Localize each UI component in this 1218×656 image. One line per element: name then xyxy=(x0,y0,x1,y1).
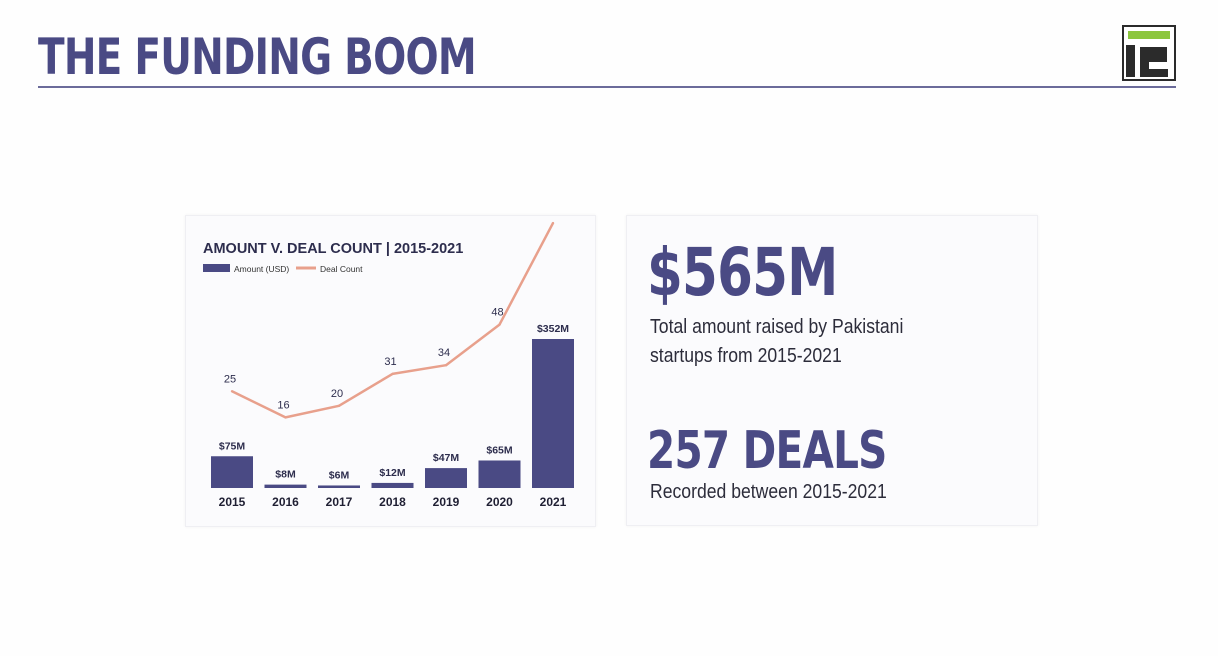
deal-count-point-2017 xyxy=(337,404,341,407)
deal-count-point-2019 xyxy=(444,364,448,367)
i2-logo xyxy=(1122,25,1176,81)
x-tick-2021: 2021 xyxy=(540,495,567,509)
deal-count-label-2021: 83 xyxy=(545,216,557,217)
x-tick-2019: 2019 xyxy=(433,495,460,509)
deal-count-description: Recorded between 2015-2021 xyxy=(650,481,887,503)
deal-count-label-2019: 34 xyxy=(438,347,450,359)
chart-card: AMOUNT V. DEAL COUNT | 2015-2021 Amount (… xyxy=(185,215,596,527)
bar-2020 xyxy=(478,460,521,488)
legend-label-amount: Amount (USD) xyxy=(234,264,289,274)
x-tick-2017: 2017 xyxy=(326,495,353,509)
deal-count-point-2020 xyxy=(498,323,501,326)
chart: AMOUNT V. DEAL COUNT | 2015-2021 Amount (… xyxy=(203,216,574,509)
bar-2016 xyxy=(264,484,307,488)
deal-count-value: 257 DEALS xyxy=(647,421,887,481)
bar-label-2016: $8M xyxy=(275,469,296,481)
total-amount-value: $565M xyxy=(647,234,838,311)
legend-swatch-amount xyxy=(203,264,230,272)
deal-count-label-2017: 20 xyxy=(331,388,343,400)
stats-card: $565M Total amount raised by Pakistani s… xyxy=(626,215,1038,526)
deal-count-point-2021 xyxy=(551,221,555,225)
bar-label-2017: $6M xyxy=(329,469,350,481)
total-amount-description: Total amount raised by Pakistani startup… xyxy=(650,316,904,367)
bar-2015 xyxy=(211,456,253,488)
deal-count-label-2015: 25 xyxy=(224,373,236,385)
bar-label-2021: $352M xyxy=(537,323,569,335)
x-tick-2018: 2018 xyxy=(379,495,406,509)
bar-label-2020: $65M xyxy=(486,444,513,456)
bar-label-2015: $75M xyxy=(219,440,246,452)
deal-count-point-2018 xyxy=(391,372,394,376)
x-tick-2016: 2016 xyxy=(272,495,299,509)
deal-count-point-2015 xyxy=(230,390,234,393)
bar-label-2018: $12M xyxy=(379,467,406,479)
deal-count-label-2020: 48 xyxy=(491,307,503,319)
bar-2019 xyxy=(425,468,467,488)
deal-count-label-2018: 31 xyxy=(384,356,396,368)
bar-2018 xyxy=(371,482,414,488)
bar-label-2019: $47M xyxy=(433,452,460,464)
deal-count-point-2016 xyxy=(284,416,287,419)
x-tick-2015: 2015 xyxy=(219,495,246,509)
bar-2021 xyxy=(532,339,574,488)
legend-label-deal-count: Deal Count xyxy=(320,264,363,274)
deal-count-label-2016: 16 xyxy=(277,399,289,411)
chart-title: AMOUNT V. DEAL COUNT | 2015-2021 xyxy=(203,241,463,257)
page-title: THE FUNDING BOOM xyxy=(38,28,477,86)
x-tick-2020: 2020 xyxy=(486,495,513,509)
title-divider xyxy=(38,86,1176,88)
bar-2017 xyxy=(318,485,360,488)
